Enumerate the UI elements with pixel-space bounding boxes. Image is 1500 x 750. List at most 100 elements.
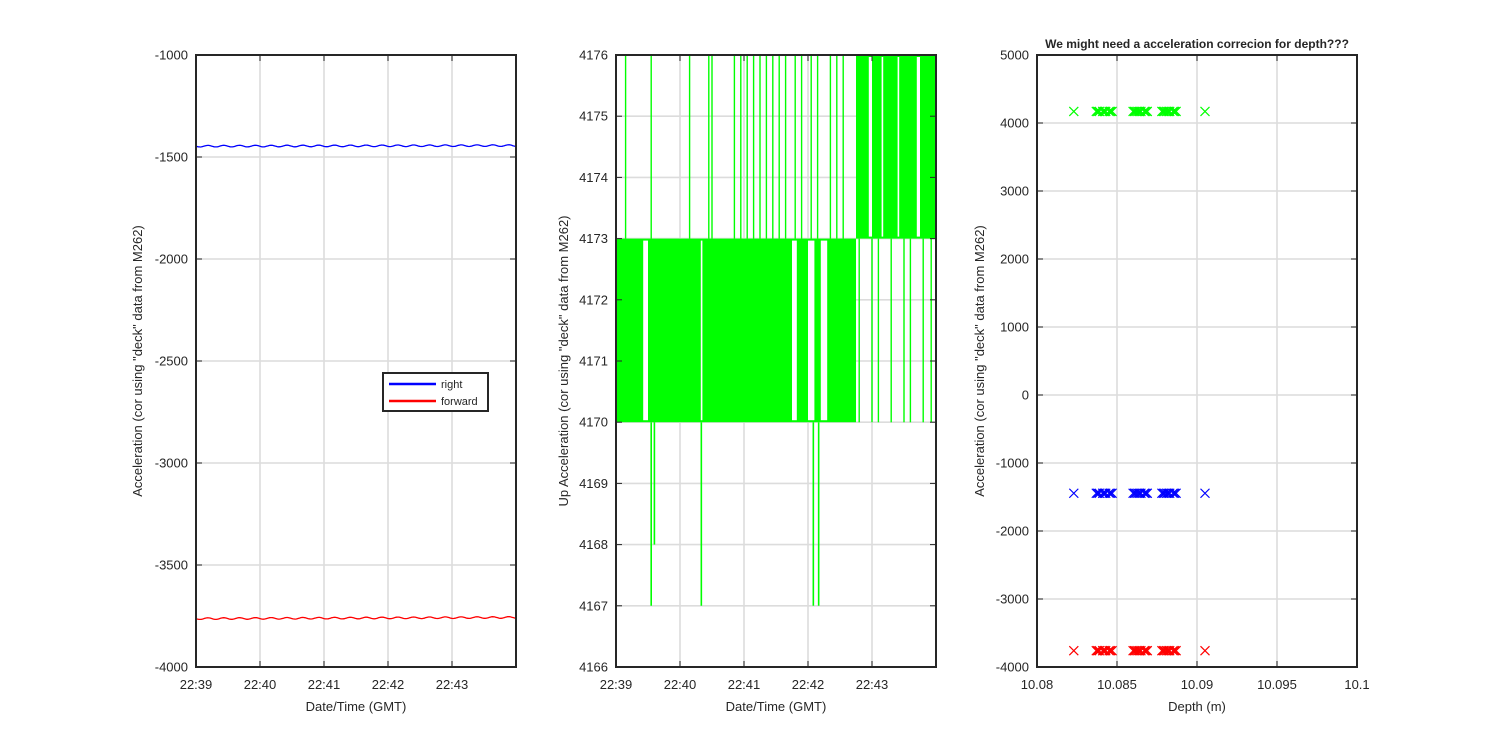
y-tick-label: 4168 [579, 537, 608, 552]
x-tick-label: 10.1 [1344, 677, 1369, 692]
scatter-point [1104, 106, 1115, 117]
x-tick-label: 22:39 [180, 677, 213, 692]
y-tick-label: 4173 [579, 231, 608, 246]
panel-3-y-ticks: 5000 4000 3000 2000 1000 0 -1000 -2000 -3000 -400… [996, 48, 1357, 675]
x-tick-label: 10.09 [1181, 677, 1214, 692]
panel-1-series [195, 144, 517, 621]
panel-3-title: We might need a acceleration correcion f… [1045, 37, 1349, 51]
scatter-point [1131, 645, 1142, 656]
x-tick-label: 22:43 [436, 677, 469, 692]
scatter-point [1107, 106, 1118, 117]
scatter-point [1171, 645, 1182, 656]
scatter-point [1171, 106, 1182, 117]
scatter-point [1107, 645, 1118, 656]
x-tick-label: 22:42 [792, 677, 825, 692]
series-line-forward [195, 616, 517, 621]
band-high [856, 55, 936, 239]
panel-3-x-ticks: 10.08 10.085 10.09 10.095 10.1 [1021, 55, 1370, 692]
y-tick-label: 4169 [579, 476, 608, 491]
y-tick-label: -1000 [155, 48, 188, 63]
scatter-point [1169, 645, 1180, 656]
scatter-point [1105, 645, 1116, 656]
panel-2-x-ticks: 22:39 22:40 22:41 22:42 22:43 [600, 55, 889, 692]
scatter-point [1140, 645, 1151, 656]
band-low [616, 238, 856, 423]
legend-label-right: right [441, 379, 462, 391]
scatter-point [1139, 488, 1150, 499]
x-tick-label: 22:43 [856, 677, 889, 692]
scatter-point [1168, 106, 1179, 117]
scatter-point [1107, 488, 1118, 499]
panel-3-depth-scatter: 10.08 10.085 10.09 10.095 10.1 5000 4000 3000 2… [972, 37, 1370, 714]
y-tick-label: 4171 [579, 354, 608, 369]
band-gap [881, 57, 884, 237]
scatter-point [1168, 645, 1179, 656]
scatter-point [1169, 488, 1180, 499]
panel-1-grid [196, 55, 516, 667]
scatter-point [1159, 645, 1170, 656]
panel-2-xlabel: Date/Time (GMT) [726, 699, 827, 714]
y-tick-label: -2500 [155, 354, 188, 369]
y-tick-label: 2000 [1000, 252, 1029, 267]
panel-1-y-ticks: -1000 -1500 -2000 -2500 -3000 -3500 -4000 [155, 48, 516, 675]
y-tick-label: 4167 [579, 598, 608, 613]
panel-2-ylabel: Up Acceleration (cor using "deck" data f… [556, 215, 571, 506]
legend-label-forward: forward [441, 396, 478, 408]
x-tick-label: 22:41 [728, 677, 761, 692]
band-gap [643, 240, 648, 421]
y-tick-label: 3000 [1000, 184, 1029, 199]
band-gap [916, 57, 920, 237]
band-gap [868, 57, 872, 237]
panel-1-ylabel: Acceleration (cor using "deck" data from… [130, 225, 145, 497]
scatter-point [1139, 645, 1150, 656]
scatter-point [1105, 488, 1116, 499]
x-tick-label: 22:39 [600, 677, 633, 692]
band-gap [820, 240, 828, 421]
panel-2-up: 22:39 22:40 22:41 22:42 22:43 41764175417441… [556, 48, 937, 714]
scatter-point [1142, 106, 1153, 117]
y-tick-label: 0 [1022, 388, 1029, 403]
y-tick-label: -3500 [155, 558, 188, 573]
y-tick-label: -4000 [996, 660, 1029, 675]
y-tick-label: 1000 [1000, 320, 1029, 335]
legend-box [382, 372, 489, 412]
scatter-point [1159, 106, 1170, 117]
y-tick-label: -2000 [155, 252, 188, 267]
y-tick-label: -1000 [996, 456, 1029, 471]
scatter-point [1140, 488, 1151, 499]
y-tick-label: 4176 [579, 48, 608, 63]
band-gap [808, 240, 815, 421]
scatter-point [1200, 106, 1210, 117]
scatter-point [1068, 106, 1079, 117]
y-tick-label: -2000 [996, 524, 1029, 539]
x-tick-label: 10.08 [1021, 677, 1054, 692]
y-tick-label: 4174 [579, 170, 608, 185]
scatter-point [1168, 488, 1179, 499]
band-gap [897, 57, 900, 237]
x-tick-label: 10.095 [1257, 677, 1297, 692]
y-tick-label: 5000 [1000, 48, 1029, 63]
scatter-point [1139, 106, 1150, 117]
x-tick-label: 22:41 [308, 677, 341, 692]
y-tick-label: 4175 [579, 109, 608, 124]
panel-3-grid [1037, 55, 1357, 667]
scatter-point [1200, 488, 1210, 499]
scatter-point [1200, 645, 1210, 656]
y-tick-label: -3000 [996, 592, 1029, 607]
y-tick-label: 4166 [579, 660, 608, 675]
panel-2-y-ticks: 4176 4175 4174 4173 4172 4171 4170 4169 4168 4167… [579, 48, 936, 675]
panel-1-xlabel: Date/Time (GMT) [306, 699, 407, 714]
scatter-point [1131, 106, 1142, 117]
x-tick-label: 10.085 [1097, 677, 1137, 692]
scatter-point [1105, 106, 1116, 117]
band-gap [700, 240, 703, 421]
panel-1-legend: right forward [382, 372, 489, 412]
panel-2-series [616, 55, 936, 606]
panel-3-xlabel: Depth (m) [1168, 699, 1226, 714]
band-gap [792, 240, 797, 421]
scatter-point [1068, 645, 1079, 656]
panel-3-ylabel: Acceleration (cor using "deck" data from… [972, 225, 987, 497]
y-tick-label: 4172 [579, 292, 608, 307]
panel-3-points [1068, 106, 1210, 656]
